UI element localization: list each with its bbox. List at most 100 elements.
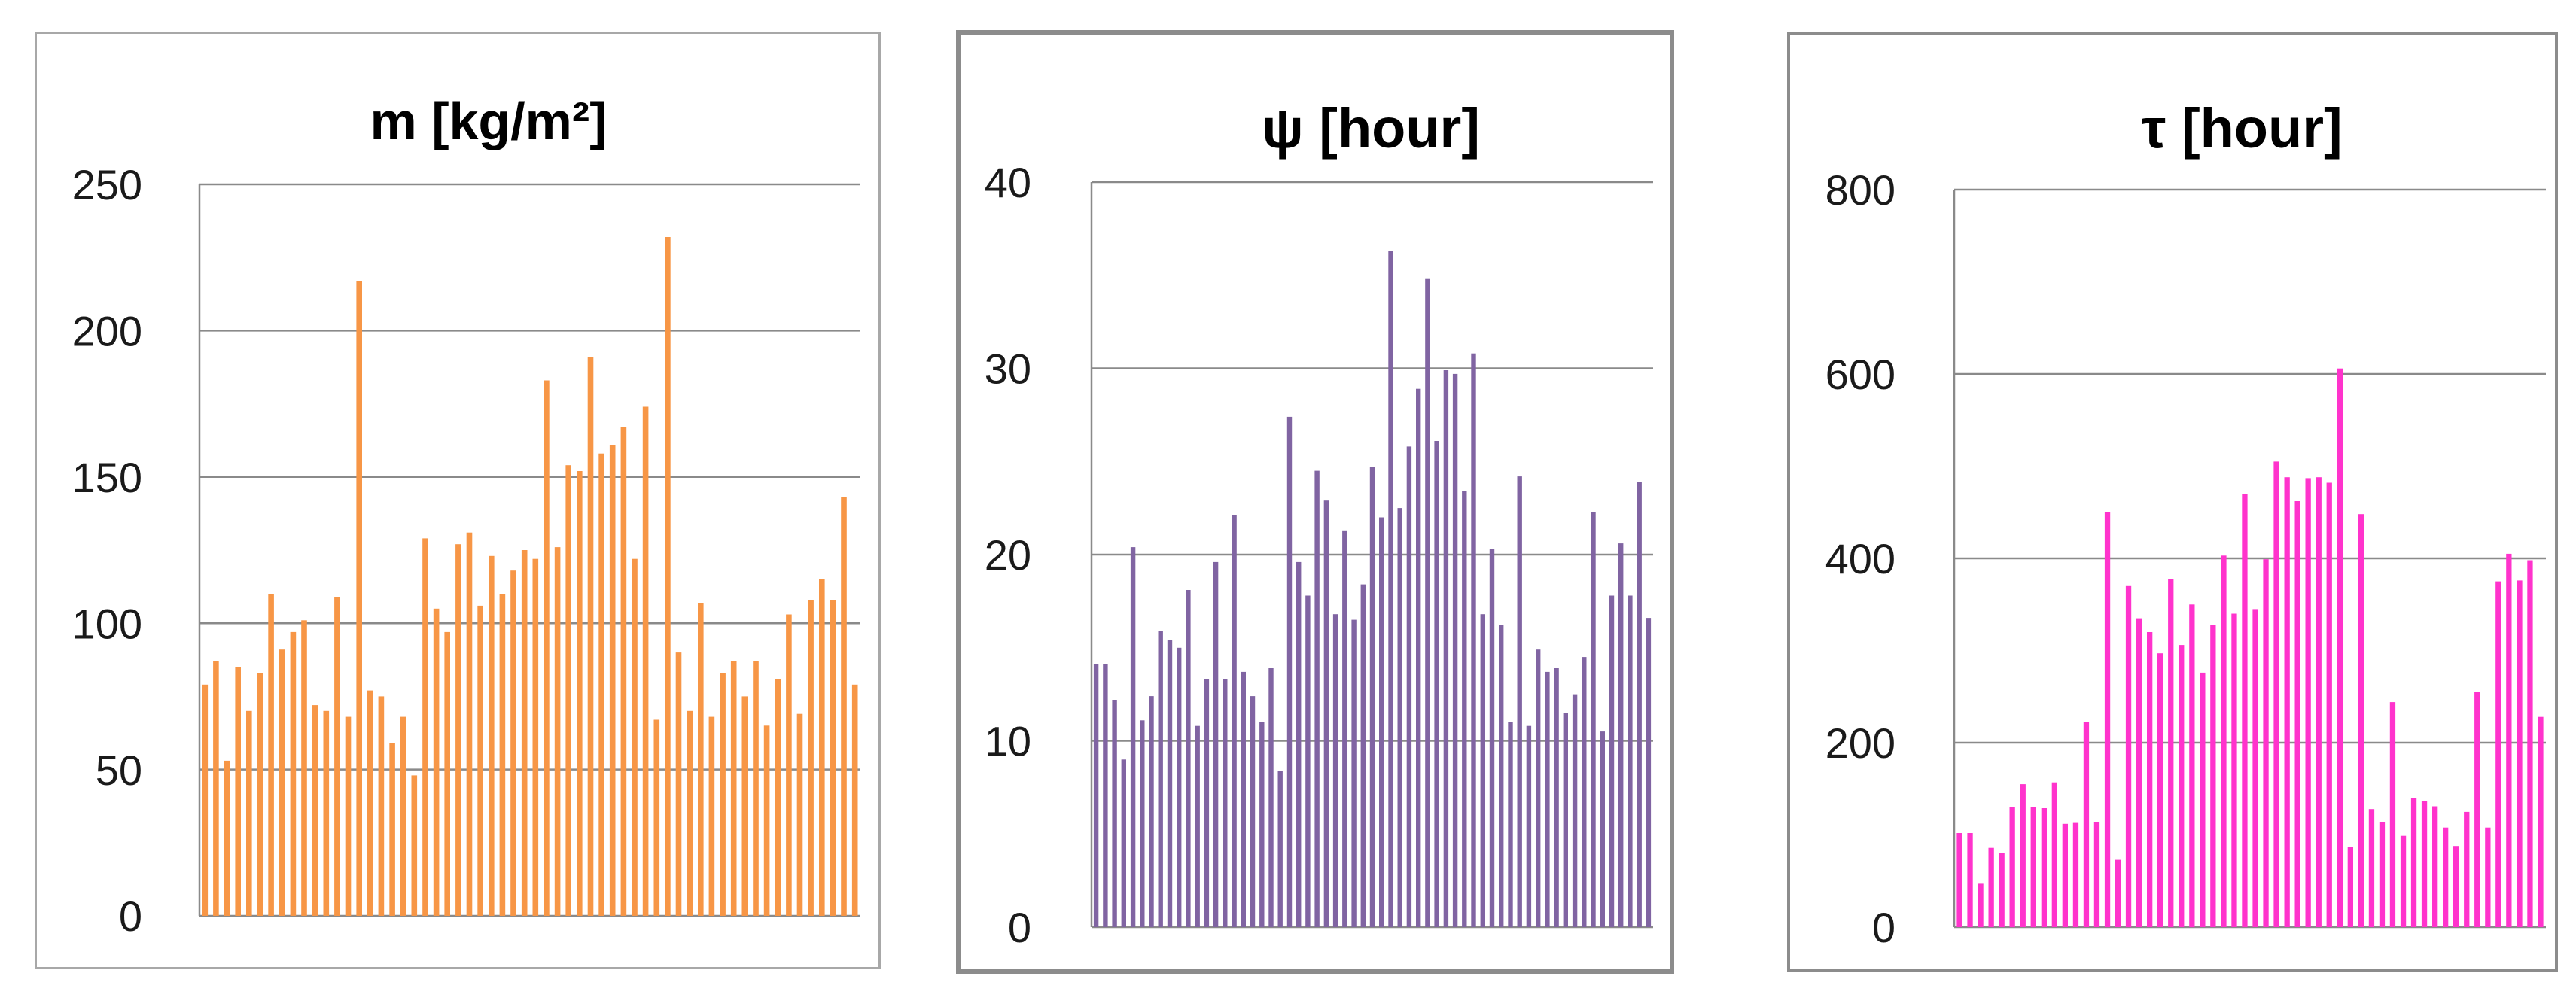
bar [2125,585,2132,928]
chart-panel-psi: ψ [hour] 0 10 20 30 40 [956,30,1674,974]
bar [378,696,385,916]
y-tick-label: 800 [1825,166,1895,214]
chart-title: m [kg/m²] [370,92,607,150]
bar [753,661,759,916]
chart-m: m [kg/m²] 0 50 100 150 200 250 [72,92,860,940]
bar [819,579,825,916]
bar [1158,631,1163,927]
bar [1195,725,1200,927]
bar [1286,416,1293,927]
bar [455,544,461,916]
bar [577,471,583,916]
bar [544,380,550,916]
bar [2210,625,2216,927]
bar [1452,373,1458,927]
bar [1351,619,1357,927]
y-tick-label: 150 [72,454,142,501]
bar [2273,461,2279,927]
chart-tau: τ [hour] 0 200 400 600 800 [1825,97,2546,951]
bar [2030,807,2036,928]
bar [2358,514,2364,927]
bar [2093,822,2100,927]
y-tick-label: 20 [985,531,1031,579]
bar [1646,618,1652,927]
bar [1342,530,1347,927]
bar [400,716,406,916]
bar [2242,494,2248,928]
bar [720,673,726,916]
bar [763,725,770,916]
y-tick-label: 50 [96,746,142,794]
bar [1167,640,1173,927]
bar [565,465,571,916]
bar [598,453,604,916]
bar [1480,614,1485,927]
bar [1499,625,1504,927]
bar [257,673,263,916]
bar [665,237,671,916]
bar [1379,517,1384,927]
bar [1489,549,1495,927]
bar [2485,827,2491,927]
y-tick-label: 40 [985,159,1031,206]
bar [1323,500,1329,927]
bar [2009,807,2015,928]
y-tick-label: 200 [72,308,142,355]
bar [1628,595,1633,927]
bar [290,631,297,916]
bar [1140,720,1145,927]
bar [1314,470,1320,927]
bar [433,608,440,916]
bar [1388,251,1393,928]
bar [1425,278,1430,927]
bar [2284,477,2290,927]
bar [2347,847,2353,927]
bar [609,445,616,916]
bar [2368,809,2375,927]
bar [1956,833,1962,927]
bar [1186,590,1191,927]
bar [1204,679,1210,927]
bar [1223,679,1228,927]
bar [2305,478,2311,927]
bar [2062,823,2068,927]
bar [2200,672,2206,927]
bar [2400,835,2407,927]
bar [1572,694,1578,927]
bar [775,679,781,916]
bar [301,620,307,916]
bar [1093,664,1099,927]
bar [2337,368,2343,927]
bar [1536,649,1541,927]
bar [2179,645,2185,927]
bar [1637,482,1642,927]
bar [1545,671,1550,927]
bar [1999,853,2005,927]
bar [1177,647,1182,928]
bar [698,603,704,916]
bar [1112,700,1117,927]
bar [1609,595,1615,927]
bar [1416,388,1421,927]
bar [1259,722,1265,928]
bar [2051,782,2057,927]
bar [2252,609,2258,927]
bar [2041,808,2047,927]
bar [2189,604,2195,928]
bar [411,775,418,916]
bar [2168,579,2174,927]
bar [2147,632,2153,927]
bar [1563,713,1568,927]
bar [730,661,737,916]
chart-panel-m: m [kg/m²] 0 50 100 150 200 250 [35,32,881,969]
bar [2527,560,2533,927]
bar [2294,501,2300,927]
bar [510,570,516,916]
bar [1471,353,1476,927]
bar [2464,811,2470,927]
bar [489,555,495,916]
bar [2326,482,2332,927]
bar [675,652,682,916]
bar [1149,696,1154,927]
bar [1250,696,1256,927]
